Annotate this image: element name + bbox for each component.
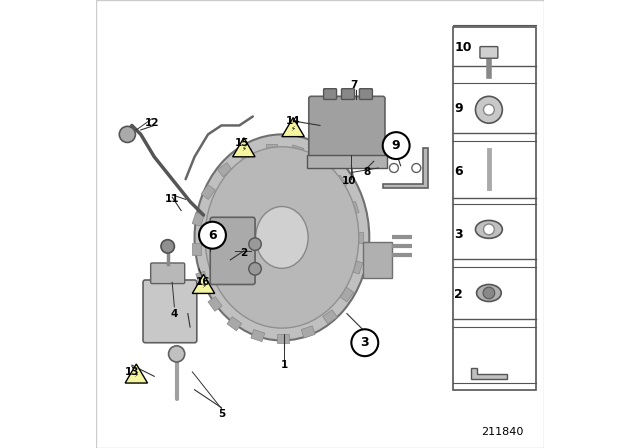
Text: 1: 1	[280, 360, 288, 370]
Polygon shape	[125, 364, 148, 383]
Text: 13: 13	[125, 367, 139, 377]
Text: 6: 6	[208, 228, 217, 242]
Bar	[278, 334, 289, 343]
Text: ⚡: ⚡	[134, 372, 139, 378]
Circle shape	[484, 224, 494, 235]
FancyBboxPatch shape	[480, 47, 498, 58]
Polygon shape	[233, 138, 255, 157]
Bar	[251, 329, 265, 342]
Bar	[192, 212, 204, 226]
Text: 3: 3	[454, 228, 463, 241]
Circle shape	[168, 346, 185, 362]
Bar	[201, 185, 215, 199]
Bar	[347, 202, 359, 215]
Ellipse shape	[476, 220, 502, 238]
FancyBboxPatch shape	[362, 242, 392, 278]
FancyBboxPatch shape	[210, 217, 255, 284]
Circle shape	[476, 96, 502, 123]
FancyBboxPatch shape	[360, 89, 372, 99]
Polygon shape	[282, 118, 305, 137]
Text: 5: 5	[218, 409, 225, 419]
Bar	[340, 287, 354, 302]
Ellipse shape	[477, 284, 501, 302]
Text: ⚡: ⚡	[291, 126, 296, 132]
Ellipse shape	[256, 207, 308, 268]
Text: 211840: 211840	[481, 427, 524, 437]
Bar	[196, 271, 208, 285]
Text: 3: 3	[360, 336, 369, 349]
Bar	[266, 144, 278, 153]
Text: 2: 2	[240, 248, 248, 258]
Text: 12: 12	[145, 118, 159, 128]
Circle shape	[119, 126, 136, 142]
Bar	[191, 243, 200, 255]
Circle shape	[249, 263, 261, 275]
Bar	[240, 148, 253, 161]
Text: 6: 6	[454, 165, 463, 178]
Text: 9: 9	[392, 139, 401, 152]
FancyBboxPatch shape	[307, 155, 387, 168]
Bar	[355, 232, 364, 243]
FancyBboxPatch shape	[324, 89, 337, 99]
Circle shape	[249, 238, 261, 250]
FancyBboxPatch shape	[342, 89, 355, 99]
Text: ⚡: ⚡	[241, 146, 246, 152]
Circle shape	[484, 104, 494, 115]
Text: 2: 2	[454, 288, 463, 301]
Text: 8: 8	[364, 168, 371, 177]
Ellipse shape	[205, 147, 359, 328]
Circle shape	[161, 240, 174, 253]
Polygon shape	[192, 274, 215, 293]
Text: 16: 16	[196, 277, 211, 287]
Circle shape	[351, 329, 378, 356]
Polygon shape	[383, 148, 428, 188]
FancyBboxPatch shape	[150, 263, 185, 284]
Bar	[290, 145, 304, 157]
Circle shape	[383, 132, 410, 159]
Text: 14: 14	[286, 116, 300, 126]
Text: 4: 4	[171, 309, 178, 319]
FancyBboxPatch shape	[309, 96, 385, 159]
Bar	[323, 310, 337, 324]
Text: 10: 10	[454, 41, 472, 55]
Text: 7: 7	[350, 80, 357, 90]
Bar	[301, 326, 315, 338]
Circle shape	[199, 222, 226, 249]
Bar	[333, 175, 347, 190]
Circle shape	[389, 164, 398, 172]
FancyBboxPatch shape	[97, 0, 543, 448]
Polygon shape	[470, 368, 508, 379]
Text: ⚡: ⚡	[201, 283, 206, 289]
Bar	[218, 163, 232, 177]
FancyBboxPatch shape	[453, 27, 536, 390]
Text: 11: 11	[165, 194, 179, 204]
Circle shape	[412, 164, 421, 172]
Bar	[313, 156, 328, 170]
Text: 9: 9	[454, 102, 463, 116]
Bar	[208, 297, 222, 311]
Ellipse shape	[195, 134, 369, 340]
Bar	[351, 260, 363, 274]
FancyBboxPatch shape	[143, 280, 197, 343]
Text: 15: 15	[234, 138, 249, 148]
Circle shape	[483, 287, 495, 299]
Text: 10: 10	[342, 177, 356, 186]
Bar	[227, 317, 242, 331]
